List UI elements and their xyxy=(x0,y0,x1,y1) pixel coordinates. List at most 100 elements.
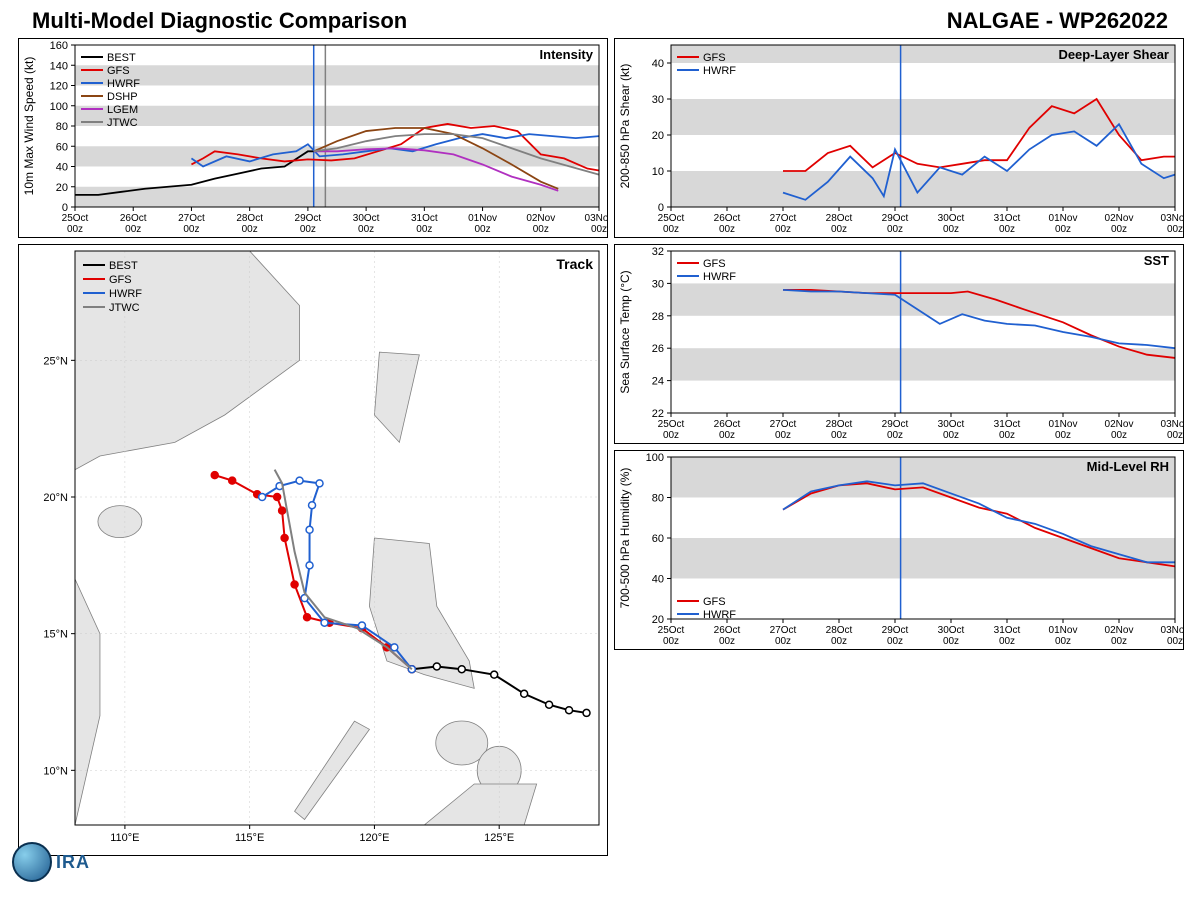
svg-text:HWRF: HWRF xyxy=(107,78,140,90)
svg-text:26: 26 xyxy=(652,343,664,355)
svg-text:HWRF: HWRF xyxy=(109,288,142,300)
svg-text:00z: 00z xyxy=(1055,224,1071,235)
svg-text:27Oct: 27Oct xyxy=(770,213,797,224)
svg-text:GFS: GFS xyxy=(703,596,726,608)
svg-text:Sea Surface Temp (°C): Sea Surface Temp (°C) xyxy=(618,270,632,393)
svg-text:GFS: GFS xyxy=(703,258,726,270)
svg-text:HWRF: HWRF xyxy=(703,609,736,621)
intensity-panel: 02040608010012014016025Oct00z26Oct00z27O… xyxy=(18,38,608,238)
svg-text:29Oct: 29Oct xyxy=(882,213,909,224)
svg-text:LGEM: LGEM xyxy=(107,104,138,116)
svg-text:GFS: GFS xyxy=(107,65,130,77)
svg-text:28Oct: 28Oct xyxy=(236,213,263,224)
cira-logo: IRA xyxy=(12,842,90,882)
svg-text:01Nov: 01Nov xyxy=(1049,419,1078,430)
svg-text:00z: 00z xyxy=(831,224,847,235)
svg-text:00z: 00z xyxy=(663,636,679,647)
svg-text:JTWC: JTWC xyxy=(109,302,140,314)
svg-text:00z: 00z xyxy=(719,636,735,647)
svg-text:25Oct: 25Oct xyxy=(658,213,685,224)
svg-text:JTWC: JTWC xyxy=(107,117,138,129)
svg-text:10m Max Wind Speed (kt): 10m Max Wind Speed (kt) xyxy=(22,57,36,196)
svg-text:20: 20 xyxy=(652,130,664,142)
svg-text:00z: 00z xyxy=(1111,636,1127,647)
svg-text:15°N: 15°N xyxy=(43,629,68,641)
svg-text:140: 140 xyxy=(50,60,68,72)
svg-text:25°N: 25°N xyxy=(43,355,68,367)
svg-text:00z: 00z xyxy=(719,224,735,235)
svg-text:00z: 00z xyxy=(533,224,549,235)
svg-text:01Nov: 01Nov xyxy=(1049,625,1078,636)
svg-text:25Oct: 25Oct xyxy=(62,213,89,224)
svg-text:00z: 00z xyxy=(591,224,607,235)
panel-grid: 02040608010012014016025Oct00z26Oct00z27O… xyxy=(12,38,1188,856)
svg-text:28: 28 xyxy=(652,311,664,323)
svg-text:00z: 00z xyxy=(125,224,141,235)
svg-text:02Nov: 02Nov xyxy=(1105,625,1134,636)
header: Multi-Model Diagnostic Comparison NALGAE… xyxy=(12,8,1188,38)
svg-text:30Oct: 30Oct xyxy=(938,419,965,430)
sst-panel: 22242628303225Oct00z26Oct00z27Oct00z28Oc… xyxy=(614,244,1184,444)
svg-text:00z: 00z xyxy=(775,636,791,647)
svg-text:03Nov: 03Nov xyxy=(585,213,607,224)
logo-globe-icon xyxy=(12,842,52,882)
svg-text:00z: 00z xyxy=(775,430,791,441)
svg-text:80: 80 xyxy=(652,493,664,505)
svg-text:00z: 00z xyxy=(1167,224,1183,235)
svg-text:00z: 00z xyxy=(943,636,959,647)
svg-text:00z: 00z xyxy=(999,224,1015,235)
svg-text:00z: 00z xyxy=(887,636,903,647)
svg-text:28Oct: 28Oct xyxy=(826,419,853,430)
svg-text:00z: 00z xyxy=(1111,224,1127,235)
svg-text:00z: 00z xyxy=(887,430,903,441)
svg-text:Deep-Layer Shear: Deep-Layer Shear xyxy=(1058,47,1169,62)
svg-text:SST: SST xyxy=(1144,253,1169,268)
svg-text:00z: 00z xyxy=(183,224,199,235)
svg-text:00z: 00z xyxy=(1167,430,1183,441)
svg-text:Mid-Level RH: Mid-Level RH xyxy=(1087,459,1169,474)
svg-text:40: 40 xyxy=(56,162,68,174)
svg-text:00z: 00z xyxy=(1055,636,1071,647)
svg-text:25Oct: 25Oct xyxy=(658,625,685,636)
svg-text:00z: 00z xyxy=(831,636,847,647)
shear-panel: 01020304025Oct00z26Oct00z27Oct00z28Oct00… xyxy=(614,38,1184,238)
svg-text:40: 40 xyxy=(652,574,664,586)
svg-text:01Nov: 01Nov xyxy=(468,213,497,224)
main-title: Multi-Model Diagnostic Comparison xyxy=(32,8,407,34)
svg-text:30: 30 xyxy=(652,278,664,290)
svg-text:DSHP: DSHP xyxy=(107,91,138,103)
svg-text:29Oct: 29Oct xyxy=(295,213,322,224)
svg-text:27Oct: 27Oct xyxy=(178,213,205,224)
svg-text:26Oct: 26Oct xyxy=(714,419,741,430)
svg-text:31Oct: 31Oct xyxy=(994,419,1021,430)
svg-text:30: 30 xyxy=(652,94,664,106)
svg-text:00z: 00z xyxy=(999,636,1015,647)
svg-text:00z: 00z xyxy=(943,430,959,441)
svg-text:00z: 00z xyxy=(887,224,903,235)
svg-text:02Nov: 02Nov xyxy=(526,213,555,224)
svg-text:32: 32 xyxy=(652,246,664,258)
svg-text:28Oct: 28Oct xyxy=(826,625,853,636)
logo-text: IRA xyxy=(56,852,90,873)
rh-panel: 2040608010025Oct00z26Oct00z27Oct00z28Oct… xyxy=(614,450,1184,650)
svg-text:160: 160 xyxy=(50,40,68,52)
svg-text:20: 20 xyxy=(56,182,68,194)
svg-text:02Nov: 02Nov xyxy=(1105,213,1134,224)
svg-text:BEST: BEST xyxy=(109,260,138,272)
svg-text:24: 24 xyxy=(652,376,664,388)
svg-text:31Oct: 31Oct xyxy=(994,213,1021,224)
svg-text:00z: 00z xyxy=(67,224,83,235)
svg-text:10: 10 xyxy=(652,166,664,178)
svg-text:30Oct: 30Oct xyxy=(353,213,380,224)
svg-text:00z: 00z xyxy=(300,224,316,235)
storm-id: NALGAE - WP262022 xyxy=(947,8,1168,34)
svg-text:120: 120 xyxy=(50,81,68,93)
svg-text:100: 100 xyxy=(646,452,664,464)
svg-text:00z: 00z xyxy=(1055,430,1071,441)
svg-text:00z: 00z xyxy=(242,224,258,235)
svg-text:26Oct: 26Oct xyxy=(714,213,741,224)
svg-text:00z: 00z xyxy=(719,430,735,441)
svg-text:02Nov: 02Nov xyxy=(1105,419,1134,430)
svg-text:HWRF: HWRF xyxy=(703,271,736,283)
svg-text:60: 60 xyxy=(56,141,68,153)
